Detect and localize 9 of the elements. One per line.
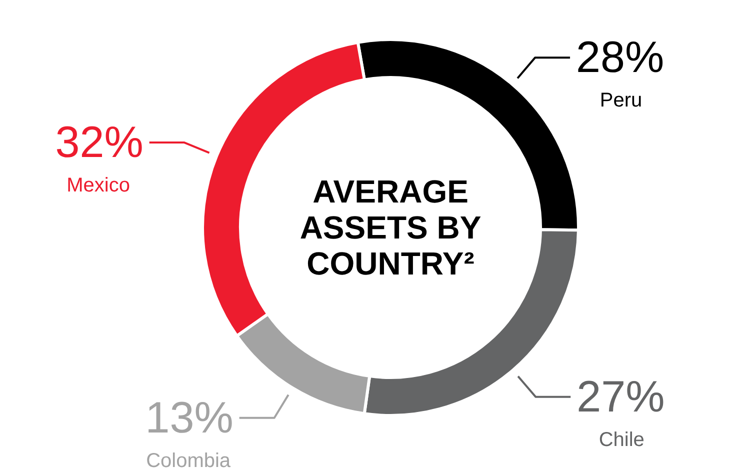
data-label: 13% [145,393,234,442]
slice-label: Peru [600,90,642,112]
slice-label: Mexico [66,174,130,197]
slice-label: Colombia [146,450,232,472]
text: AVERAGE ASSETS BY COUNTRY² [300,174,482,282]
data-label: 32% [55,118,144,168]
data-label: 27% [576,372,665,422]
data-label: 28% [576,33,664,82]
slice-label: Chile [598,428,644,451]
